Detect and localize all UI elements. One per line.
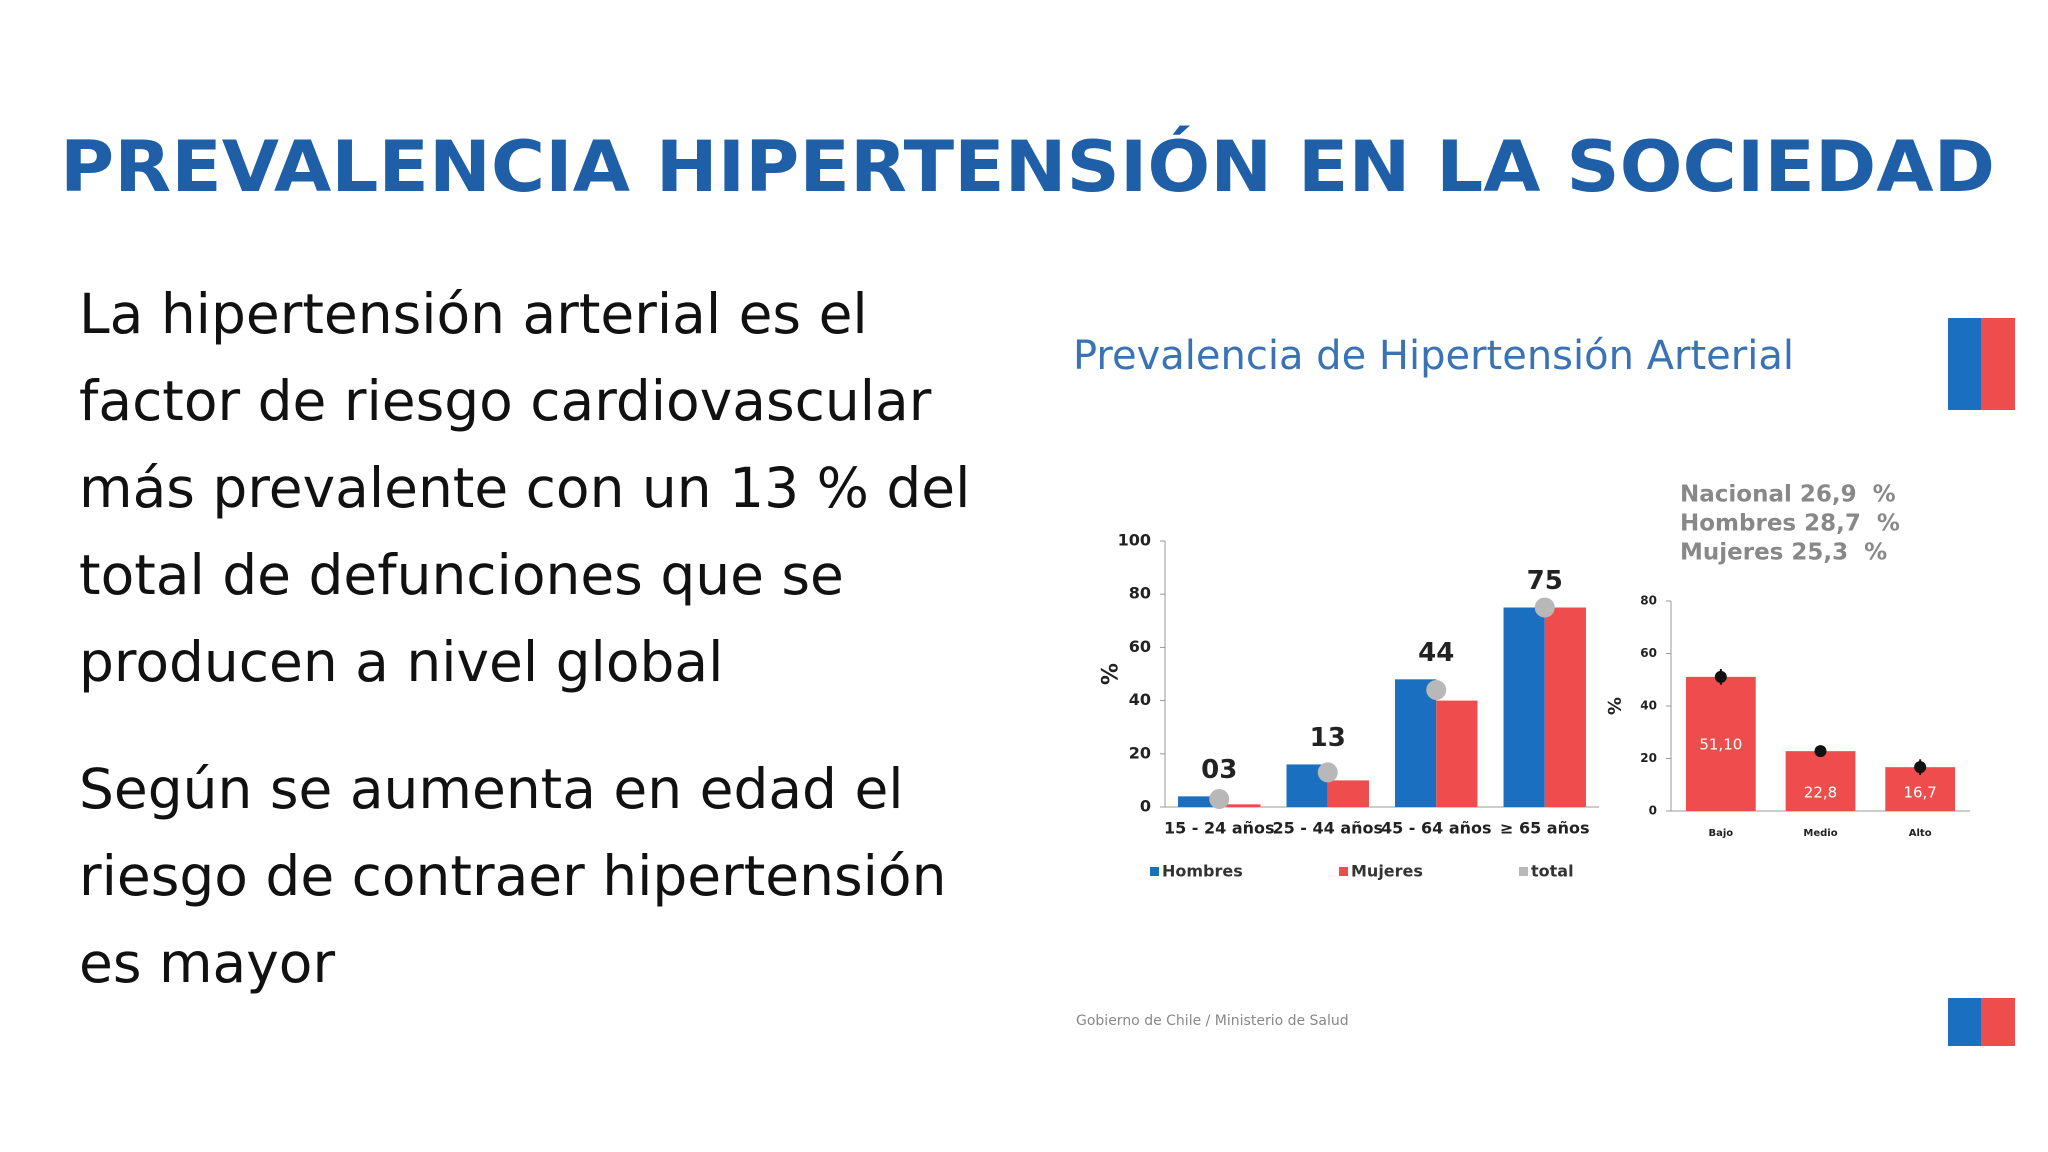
x-tick-label: Medio <box>1803 828 1837 839</box>
slide-title: PREVALENCIA HIPERTENSIÓN EN LA SOCIEDAD <box>60 126 1995 208</box>
flag-blue <box>1948 318 1981 410</box>
body-text: Según se aumenta en edad el <box>79 757 904 821</box>
footer: Gobierno de Chile / Ministerio de Salud <box>1076 1013 1349 1029</box>
x-tick-label: 25 - 44 años <box>1272 819 1383 838</box>
value-label: 75 <box>1527 566 1563 596</box>
mean-dot <box>1814 745 1827 758</box>
legend-swatch <box>1339 867 1348 876</box>
value-label: 16,7 <box>1903 784 1936 802</box>
body-text: La hipertensión arterial es el <box>79 282 868 346</box>
bar <box>1685 676 1756 811</box>
bar <box>1327 780 1369 807</box>
x-tick-label: Bajo <box>1708 828 1733 839</box>
value-label: 13 <box>1310 723 1346 753</box>
y-tick-label: 40 <box>1129 690 1151 709</box>
legend-label: total <box>1531 862 1574 881</box>
y-tick-label: 100 <box>1118 531 1151 550</box>
y-tick-label: 80 <box>1129 584 1151 603</box>
legend-swatch <box>1519 867 1528 876</box>
bar <box>1436 700 1478 807</box>
body-text: total de defunciones que se <box>79 543 844 607</box>
y-tick-label: 80 <box>1640 594 1657 608</box>
x-tick-label: 45 - 64 años <box>1381 819 1492 838</box>
body-text: es mayor <box>79 931 335 995</box>
bar <box>1544 607 1586 807</box>
bar <box>1503 607 1545 807</box>
flag-red <box>1981 318 2015 410</box>
body-text: más prevalente con un 13 % del <box>79 456 970 520</box>
total-dot <box>1317 762 1338 783</box>
y-tick-label: 60 <box>1640 646 1657 660</box>
annotation: Hombres 28,7 % <box>1680 511 1900 537</box>
y-tick-label: 40 <box>1640 699 1657 713</box>
flag-red <box>1981 998 2015 1046</box>
bar <box>1219 804 1261 807</box>
bar <box>1395 679 1437 807</box>
value-label: 44 <box>1418 638 1454 668</box>
mean-dot <box>1714 670 1727 683</box>
y-tick-label: 20 <box>1129 743 1151 762</box>
mean-dot <box>1914 761 1927 774</box>
value-label: 51,10 <box>1699 735 1742 753</box>
body-text: riesgo de contraer hipertensión <box>79 844 946 908</box>
value-label: 03 <box>1201 755 1237 785</box>
y-tick-label: 0 <box>1649 804 1657 818</box>
y-tick-label: 0 <box>1140 797 1151 816</box>
flag-blue <box>1948 998 1981 1046</box>
body-text: producen a nivel global <box>79 630 723 694</box>
figure-title: Prevalencia de Hipertensión Arterial <box>1073 333 1794 379</box>
total-dot <box>1534 597 1555 618</box>
x-tick-label: Alto <box>1909 828 1932 839</box>
x-tick-label: ≥ 65 años <box>1500 819 1590 838</box>
y-axis-label: % <box>1095 663 1120 685</box>
legend-label: Mujeres <box>1351 862 1423 881</box>
annotation: Nacional 26,9 % <box>1680 482 1896 508</box>
y-tick-label: 20 <box>1640 751 1657 765</box>
total-dot <box>1426 679 1447 700</box>
y-axis-label: % <box>1603 697 1624 715</box>
x-tick-label: 15 - 24 años <box>1164 819 1275 838</box>
legend-label: Hombres <box>1162 862 1243 881</box>
bar <box>1785 751 1856 811</box>
body-text: factor de riesgo cardiovascular <box>79 369 932 433</box>
value-label: 22,8 <box>1804 784 1837 802</box>
total-dot <box>1209 789 1230 810</box>
legend-swatch <box>1150 867 1159 876</box>
annotation: Mujeres 25,3 % <box>1680 540 1887 566</box>
bar <box>1178 796 1220 807</box>
y-tick-label: 60 <box>1129 637 1151 656</box>
